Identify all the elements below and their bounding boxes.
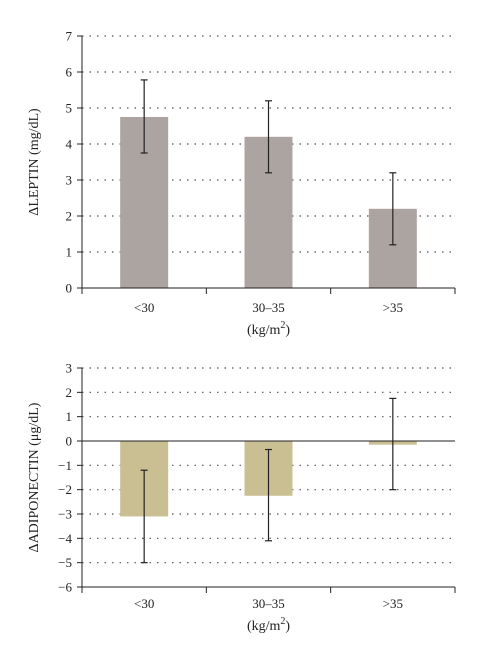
x-axis-label-main: (kg/m: [247, 323, 281, 338]
y-axis-label: ΔADIPONECTIN (μg/dL): [27, 402, 42, 552]
y-tick-label: 2: [66, 209, 73, 224]
x-axis-label-main: (kg/m: [247, 619, 281, 634]
x-axis-label: (kg/m2): [247, 320, 290, 338]
x-axis-label-sup: 2: [280, 320, 285, 331]
y-tick-label: −1: [58, 458, 72, 473]
y-tick-label: 0: [66, 281, 73, 296]
x-tick-label: >35: [383, 596, 403, 611]
x-tick-label: <30: [134, 596, 154, 611]
x-tick-label: 30–35: [252, 300, 285, 315]
y-tick-label: 0: [66, 434, 73, 449]
x-tick-label: >35: [383, 300, 403, 315]
y-tick-label: −2: [58, 482, 72, 497]
y-tick-label: −4: [58, 531, 72, 546]
y-tick-label: 7: [66, 29, 73, 44]
y-tick-label: 1: [66, 245, 73, 260]
y-tick-label: −5: [58, 555, 72, 570]
x-axis-label-end: ): [285, 323, 290, 338]
y-tick-label: 5: [66, 101, 73, 116]
y-tick-label: −6: [58, 580, 72, 595]
x-tick-label: <30: [134, 300, 154, 315]
y-tick-label: 4: [66, 137, 73, 152]
x-axis-label-sup: 2: [280, 616, 285, 627]
y-axis-label: ΔLEPTIN (mg/dL): [27, 108, 42, 216]
y-tick-label: 6: [66, 65, 73, 80]
y-tick-label: −3: [58, 507, 72, 522]
x-tick-label: 30–35: [252, 596, 285, 611]
x-axis-label-end: ): [285, 619, 290, 634]
x-axis-label: (kg/m2): [247, 616, 290, 634]
y-tick-label: 3: [66, 361, 73, 376]
y-tick-label: 1: [66, 409, 73, 424]
y-tick-label: 2: [66, 385, 73, 400]
y-tick-label: 3: [66, 173, 73, 188]
